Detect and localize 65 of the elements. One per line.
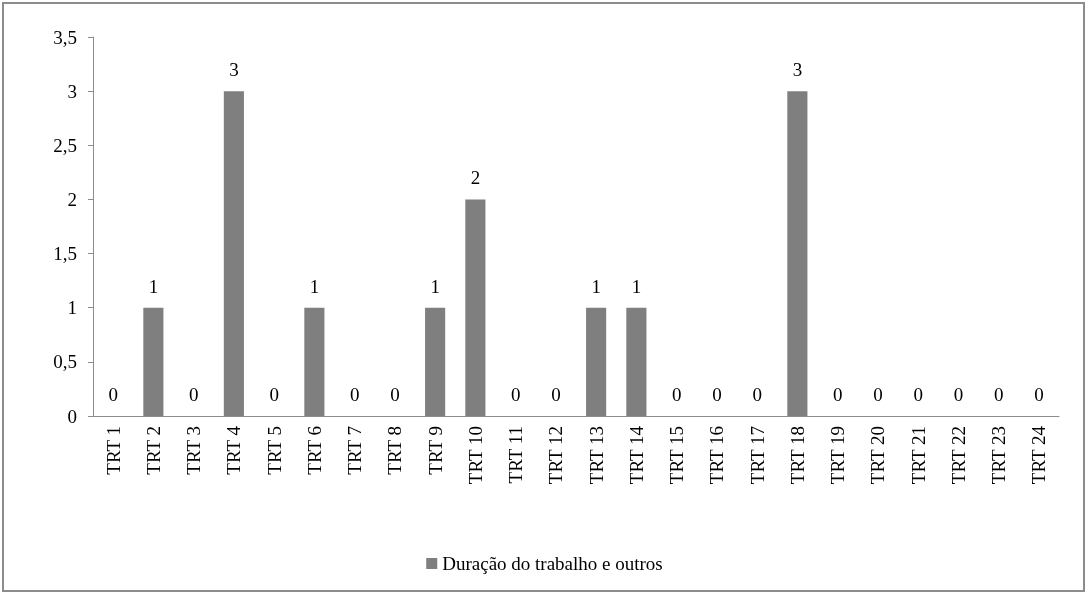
bar — [626, 307, 647, 416]
data-label: 0 — [832, 384, 843, 405]
x-tick-label: TRT 12 — [545, 426, 567, 485]
data-label: 0 — [510, 384, 521, 405]
y-tick-label: 2,5 — [53, 134, 77, 156]
data-label: 0 — [993, 384, 1004, 405]
y-tick-label: 2 — [67, 188, 77, 210]
x-tick-label: TRT 8 — [384, 426, 406, 475]
bar — [465, 199, 486, 416]
data-label: 1 — [430, 275, 440, 297]
data-label: 3 — [792, 59, 803, 81]
data-label: 0 — [188, 384, 199, 405]
data-label: 1 — [591, 275, 601, 297]
bar — [304, 307, 325, 416]
y-tick-label: 3,5 — [53, 26, 77, 48]
data-label: 0 — [671, 384, 682, 405]
data-label: 1 — [309, 275, 320, 297]
x-tick-label: TRT 16 — [706, 426, 728, 485]
x-tick-label: TRT 6 — [303, 426, 325, 475]
x-tick-label: TRT 10 — [464, 426, 486, 485]
x-tick-label: TRT 21 — [907, 426, 929, 485]
x-tick-label: TRT 22 — [947, 426, 969, 485]
data-label: 0 — [873, 384, 883, 405]
data-label: 0 — [390, 384, 400, 405]
y-tick-label: 1,5 — [53, 243, 77, 265]
data-label: 0 — [913, 384, 923, 405]
x-tick-label: TRT 23 — [988, 426, 1010, 485]
x-tick-label: TRT 14 — [625, 425, 647, 485]
x-tick-label: TRT 17 — [746, 426, 768, 485]
bar — [586, 307, 607, 416]
bar — [425, 307, 446, 416]
x-tick-label: TRT 9 — [424, 426, 446, 475]
y-tick-label: 3 — [67, 80, 77, 102]
data-label: 0 — [953, 384, 964, 405]
data-label: 3 — [229, 59, 239, 81]
data-label: 0 — [349, 384, 360, 405]
bar — [143, 307, 164, 416]
data-label: 0 — [712, 384, 722, 405]
x-tick-label: TRT 4 — [223, 425, 245, 475]
y-tick-label: 0 — [67, 405, 77, 427]
x-tick-label: TRT 2 — [142, 426, 164, 475]
data-label: 0 — [1034, 384, 1044, 405]
y-tick-label: 1 — [67, 297, 77, 319]
data-label: 0 — [108, 384, 118, 405]
legend-label: Duração do trabalho e outros — [442, 553, 663, 574]
bar — [787, 91, 808, 416]
x-tick-label: TRT 24 — [1028, 425, 1050, 485]
x-tick-label: TRT 5 — [263, 426, 285, 475]
x-tick-label: TRT 19 — [827, 426, 849, 485]
x-tick-label: TRT 11 — [505, 426, 527, 484]
x-tick-label: TRT 1 — [102, 426, 124, 475]
x-tick-label: TRT 20 — [867, 426, 889, 485]
x-tick-label: TRT 18 — [786, 426, 808, 485]
data-label: 0 — [551, 384, 561, 405]
x-tick-label: TRT 15 — [666, 426, 688, 485]
data-label: 0 — [269, 384, 279, 405]
data-label: 1 — [631, 275, 642, 297]
x-tick-label: TRT 13 — [585, 426, 607, 485]
y-tick-label: 0,5 — [53, 351, 77, 373]
data-label: 0 — [752, 384, 762, 405]
x-tick-label: TRT 3 — [183, 426, 205, 475]
bar — [223, 91, 244, 416]
data-label: 2 — [470, 167, 481, 189]
data-label: 1 — [148, 275, 159, 297]
x-tick-label: TRT 7 — [344, 426, 366, 475]
